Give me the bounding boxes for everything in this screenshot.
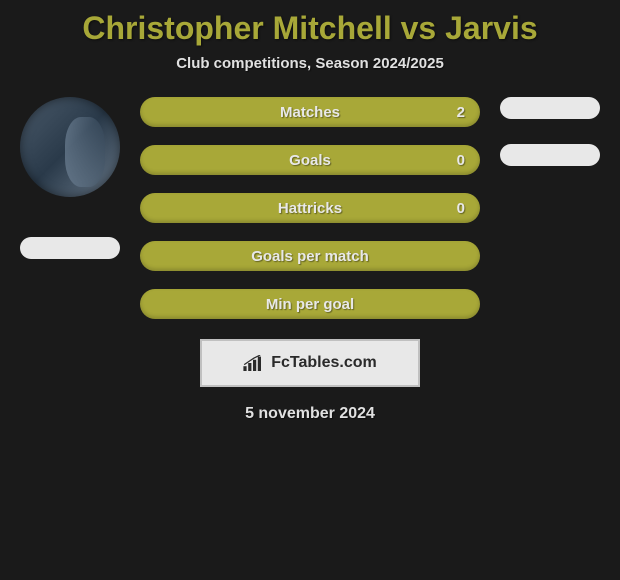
stat-value: 0 bbox=[457, 200, 465, 217]
stat-bar-goals: Goals 0 bbox=[140, 145, 480, 175]
chart-icon bbox=[243, 355, 263, 371]
player-name-pill-right bbox=[500, 97, 600, 119]
stats-column: Matches 2 Goals 0 Hattricks 0 Goals per … bbox=[130, 97, 490, 319]
stat-label: Goals bbox=[289, 152, 331, 169]
comparison-widget: Christopher Mitchell vs Jarvis Club comp… bbox=[0, 0, 620, 433]
stat-bar-matches: Matches 2 bbox=[140, 97, 480, 127]
player-name-pill-left bbox=[20, 237, 120, 259]
page-title: Christopher Mitchell vs Jarvis bbox=[0, 10, 620, 47]
player-name-pill-right-2 bbox=[500, 144, 600, 166]
stat-label: Hattricks bbox=[278, 200, 342, 217]
stat-label: Goals per match bbox=[251, 248, 369, 265]
player-right-column bbox=[490, 97, 610, 191]
stat-bar-goals-per-match: Goals per match bbox=[140, 241, 480, 271]
stat-value: 0 bbox=[457, 152, 465, 169]
stat-value: 2 bbox=[457, 104, 465, 121]
player-left-column bbox=[10, 97, 130, 259]
subtitle: Club competitions, Season 2024/2025 bbox=[0, 55, 620, 72]
stat-label: Matches bbox=[280, 104, 340, 121]
main-content: Matches 2 Goals 0 Hattricks 0 Goals per … bbox=[0, 97, 620, 319]
logo-box[interactable]: FcTables.com bbox=[200, 339, 420, 387]
avatar bbox=[20, 97, 120, 197]
stat-bar-hattricks: Hattricks 0 bbox=[140, 193, 480, 223]
date: 5 november 2024 bbox=[0, 405, 620, 423]
stat-label: Min per goal bbox=[266, 296, 354, 313]
logo-text: FcTables.com bbox=[271, 354, 377, 372]
stat-bar-min-per-goal: Min per goal bbox=[140, 289, 480, 319]
footer: FcTables.com 5 november 2024 bbox=[0, 339, 620, 423]
